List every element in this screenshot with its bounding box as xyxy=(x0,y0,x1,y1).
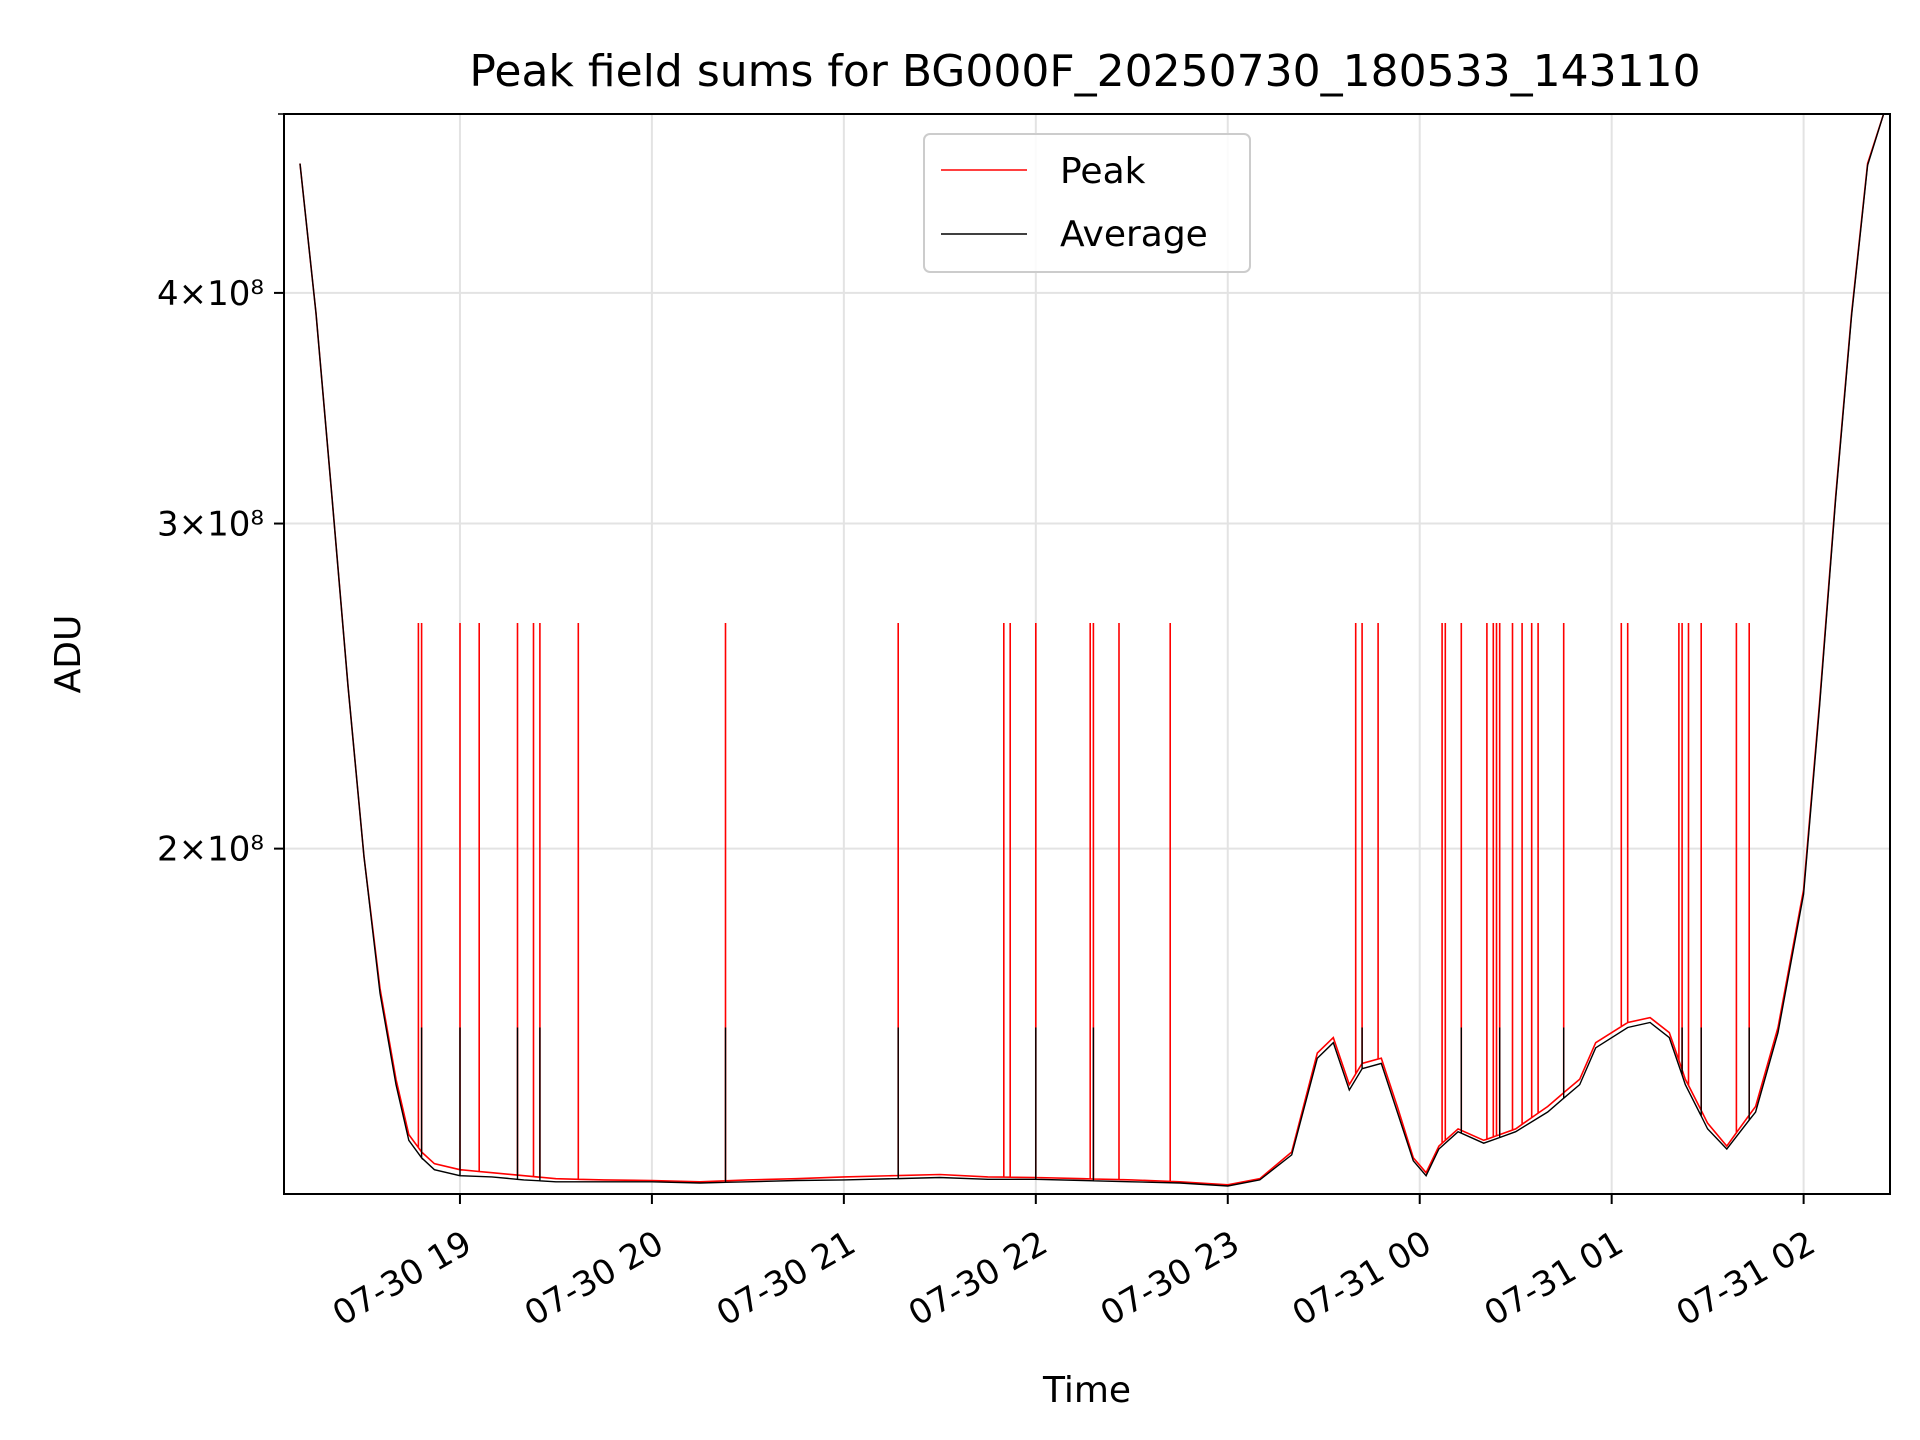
x-axis-label: Time xyxy=(1042,1370,1131,1411)
chart-title: Peak field sums for BG000F_20250730_1805… xyxy=(469,46,1700,97)
legend: Peak Average xyxy=(923,133,1251,273)
series-line-peak xyxy=(299,114,1885,1186)
y-tick-label: 2×10⁸ xyxy=(157,830,264,870)
legend-label-average: Average xyxy=(1060,214,1208,255)
y-axis: 2×10⁸ 3×10⁸ 4×10⁸ xyxy=(157,113,284,870)
grid xyxy=(284,113,1890,1194)
axes-frame xyxy=(283,113,1891,1195)
y-tick-label: 4×10⁸ xyxy=(157,274,264,314)
y-axis-label: ADU xyxy=(48,615,89,694)
series-line-average xyxy=(299,114,1885,1187)
legend-label-peak: Peak xyxy=(1060,151,1146,192)
y-tick-label: 3×10⁸ xyxy=(157,505,264,545)
plot-area xyxy=(299,114,1885,1187)
legend-box xyxy=(923,133,1251,273)
